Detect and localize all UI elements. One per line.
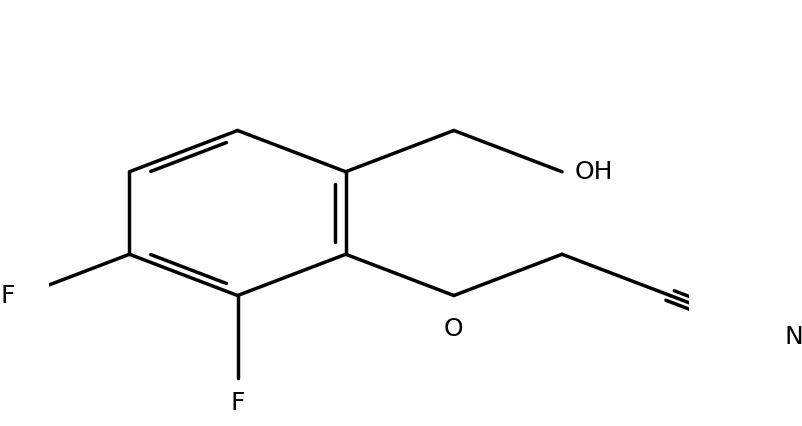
Text: OH: OH: [575, 160, 614, 184]
Text: N: N: [784, 325, 802, 349]
Text: O: O: [444, 317, 464, 341]
Text: F: F: [0, 284, 15, 308]
Text: F: F: [230, 391, 245, 415]
